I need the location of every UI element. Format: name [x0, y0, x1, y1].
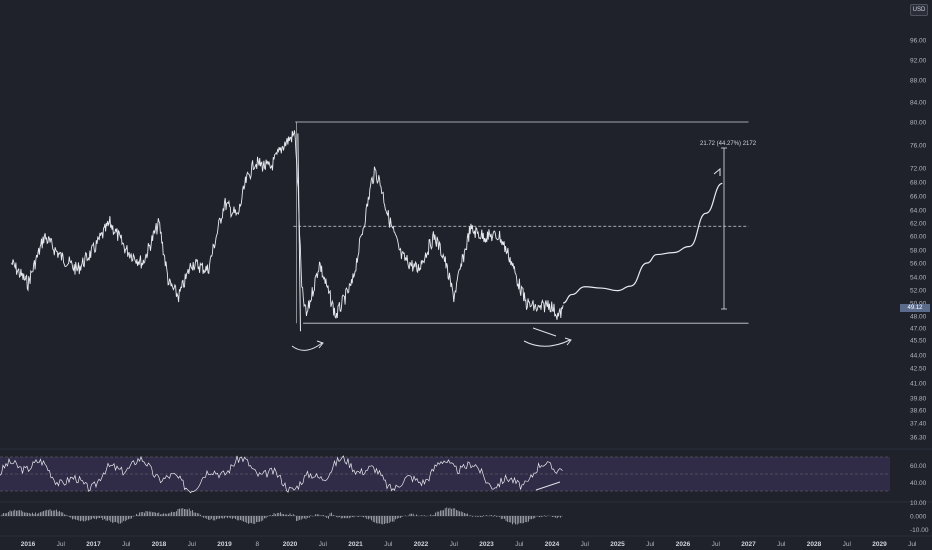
price-axis[interactable]: 96.00 92.00 88.00 84.00 80.00 76.00 72.00 68.00… [910, 38, 927, 442]
price-tick-label: 96.00 [910, 38, 927, 45]
price-tick-label: 56.00 [910, 261, 927, 268]
arrowhead-2024 [564, 337, 572, 346]
time-tick-label: Jul [450, 541, 459, 548]
time-tick-label: Jul [188, 541, 197, 548]
price-tick-label: 48.00 [910, 314, 927, 321]
divergence-line-price [532, 327, 557, 337]
time-tick-label: 2019 [217, 541, 232, 548]
time-tick-label: Jul [57, 541, 66, 548]
price-tick-label: 88.00 [910, 78, 927, 85]
time-tick-label: Jul [581, 541, 590, 548]
time-tick-label: Jul [515, 541, 524, 548]
time-tick-label: Jul [843, 541, 852, 548]
price-tick-label: 92.00 [910, 58, 927, 65]
price-tick-label: 42.50 [910, 366, 927, 373]
projection-arrowhead [713, 167, 721, 176]
currency-badge[interactable]: USD [910, 4, 928, 16]
price-tick-label: 36.30 [910, 435, 927, 442]
price-tick-label: 45.50 [910, 338, 927, 345]
price-tick-label: 52.00 [910, 288, 927, 295]
arrowhead-2020 [316, 340, 324, 349]
rsi-line [0, 455, 563, 494]
annotations: 21.72 (44.27%) 2172 [291, 141, 757, 491]
rsi-tick-label: 40.00 [910, 480, 927, 487]
price-tick-label: 84.00 [910, 100, 927, 107]
crash-wick [297, 133, 301, 332]
price-tick-label: 60.00 [910, 234, 927, 241]
price-tick-label: 37.40 [910, 421, 927, 428]
price-series [11, 130, 564, 332]
price-tick-label: 76.00 [910, 143, 927, 150]
time-tick-label: Jul [777, 541, 786, 548]
time-tick-label: Jul [122, 541, 131, 548]
time-tick-label: 2018 [152, 541, 167, 548]
time-tick-label: 2026 [676, 541, 691, 548]
price-tick-label: 64.00 [910, 208, 927, 215]
price-line [11, 130, 564, 320]
time-tick-label: Jul [908, 541, 917, 548]
rsi-tick-label: 60.00 [910, 463, 927, 470]
time-tick-label: 2020 [283, 541, 298, 548]
price-tick-label: 41.00 [910, 381, 927, 388]
time-tick-label: 2024 [545, 541, 560, 548]
projection-path [562, 182, 723, 304]
time-tick-label: 2027 [741, 541, 756, 548]
price-tick-label: 38.60 [910, 408, 927, 415]
curved-arrow-2024 [523, 339, 571, 347]
time-tick-label: 2022 [414, 541, 429, 548]
price-tick-label: 72.00 [910, 166, 927, 173]
time-tick-label: Jul [319, 541, 328, 548]
horizontal-levels [293, 121, 749, 324]
projection-line [562, 182, 723, 304]
time-tick-label: 2028 [807, 541, 822, 548]
curved-arrow-2020 [291, 342, 323, 351]
price-tick-label: 47.00 [910, 326, 927, 333]
time-tick-label: 2016 [21, 541, 36, 548]
time-tick-label: 8 [255, 541, 259, 548]
price-tick-label: 44.00 [910, 353, 927, 360]
time-tick-label: 2029 [872, 541, 887, 548]
macd-panel: 10.00 0.000 -10.00 [0, 500, 929, 534]
time-tick-label: 2021 [348, 541, 363, 548]
macd-tick-label: 10.00 [910, 500, 927, 507]
price-tick-label: 54.00 [910, 275, 927, 282]
price-tick-label: 66.00 [910, 194, 927, 201]
macd-tick-label: 0.000 [910, 514, 927, 521]
price-tick-label: 62.00 [910, 221, 927, 228]
time-tick-label: 2023 [479, 541, 494, 548]
price-tick-label: 58.00 [910, 248, 927, 255]
time-tick-label: Jul [646, 541, 655, 548]
time-tick-label: Jul [712, 541, 721, 548]
current-price-label: 49.12 [900, 304, 930, 312]
time-tick-label: Jul [384, 541, 393, 548]
measure-label: 21.72 (44.27%) 2172 [700, 141, 757, 147]
divergence-line-rsi [535, 481, 561, 491]
macd-tick-label: -10.00 [910, 527, 929, 534]
price-tick-label: 80.00 [910, 120, 927, 127]
price-tick-label: 39.80 [910, 396, 927, 403]
rsi-panel: 60.00 40.00 [0, 455, 927, 494]
time-tick-label: 2025 [610, 541, 625, 548]
time-tick-label: 2017 [86, 541, 101, 548]
time-axis[interactable]: 2016 Jul 2017 Jul 2018 Jul 2019 8 2020 Jul 2021 Jul… [21, 541, 917, 548]
price-tick-label: 68.00 [910, 180, 927, 187]
